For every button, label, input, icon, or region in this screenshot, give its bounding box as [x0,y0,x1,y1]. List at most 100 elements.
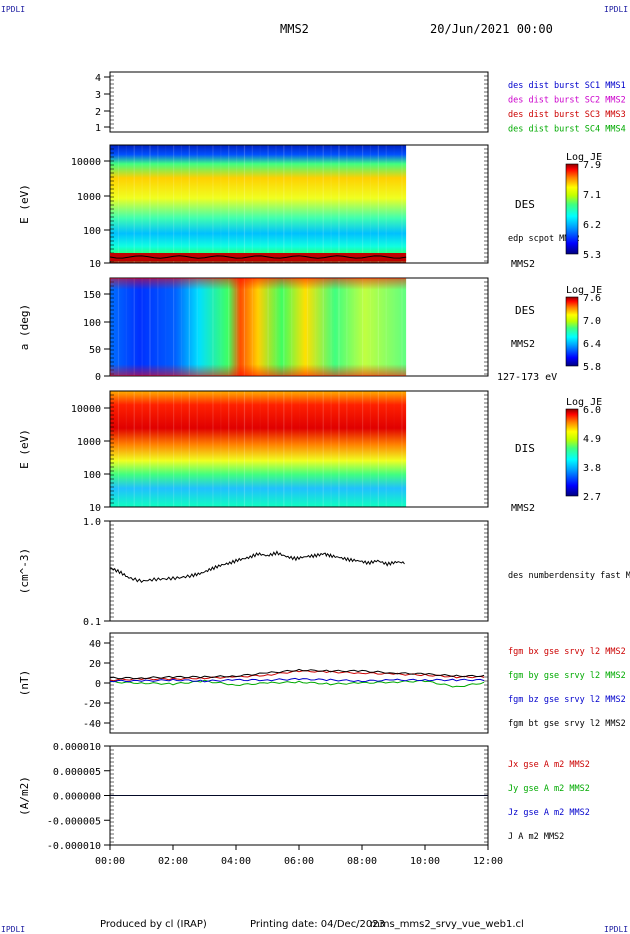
burst-y-tick-label: 1 [95,123,101,134]
footer-produced-by: Produced by cl (IRAP) [100,919,207,930]
bfield-y-tick-label: -20 [83,699,101,710]
dis-energy-colorbar-title: Log JE [566,397,602,408]
dis-energy-spectrogram-y-label: E (eV) [18,429,31,469]
des-energy-colorbar-tick-label: 7.1 [583,190,601,201]
bfield-legend-1: fgm bx gse srvy l2 MMS2 [508,647,626,657]
density-y-tick-label: 0.1 [83,617,101,628]
des-energy-colorbar-title: Log JE [566,152,602,163]
current-legend-4: J A m2 MMS2 [508,832,564,842]
legend-entry-4: des dist burst SC4 MMS4 [508,125,626,135]
x-tick-label: 10:00 [410,856,440,867]
des-energy-spacecraft: MMS2 [511,259,535,270]
des-energy-spectrogram-y-tick-label: 10 [89,259,101,270]
pitch-colorbar-title: Log JE [566,285,602,296]
burst-y-tick-label: 2 [95,107,101,118]
des-energy-instrument: DES [515,198,535,211]
current-legend-2: Jy gse A m2 MMS2 [508,784,590,794]
pitch-colorbar-tick-label: 6.4 [583,339,601,350]
bfield-y-tick-label: 20 [89,659,101,670]
x-tick-label: 00:00 [95,856,125,867]
burst-y-tick-label: 4 [95,73,101,84]
current-legend-3: Jz gse A m2 MMS2 [508,808,590,818]
des-energy-colorbar-tick-label: 7.9 [583,160,601,171]
pitch-angle-spectrogram-y-tick-label: 150 [83,290,101,301]
x-tick-label: 08:00 [347,856,377,867]
bfield-line-4 [109,668,485,680]
current-y-tick-label: -0.000010 [47,841,101,852]
density-y-label: (cm^-3) [18,548,31,594]
dis-energy-spectrogram-y-tick-label: 10 [89,503,101,514]
bfield-line-3 [109,677,485,683]
des-energy-spectrogram-y-tick-label: 1000 [77,192,101,203]
des-energy-colorbar-tick-label: 5.3 [583,250,601,261]
bfield-legend-3: fgm bz gse srvy l2 MMS2 [508,695,626,705]
des-energy-spectrogram-y-label: E (eV) [18,184,31,224]
des-energy-colorbar-tick-label: 6.2 [583,220,601,231]
bfield-legend-2: fgm by gse srvy l2 MMS2 [508,671,626,681]
dis-energy-spectrogram-y-tick-label: 100 [83,470,101,481]
current-y-tick-label: 0.000010 [53,742,101,753]
scpot-band [110,253,407,261]
footer-printing-date: Printing date: 04/Dec/2023 [250,919,386,930]
pitch-angle-spectrogram-y-label: a (deg) [18,304,31,350]
legend-entry-3: des dist burst SC3 MMS3 [508,110,626,120]
des-energy-colorbar [565,163,579,255]
bfield-y-tick-label: 40 [89,639,101,650]
bfield-frame [109,632,489,734]
dis-energy-colorbar-tick-label: 2.7 [583,492,601,503]
density-line [109,550,405,583]
density-frame [109,520,489,622]
bfield-line-2 [109,679,485,688]
pitch-energy-range: 127-173 eV [497,372,557,383]
dis-energy-spectrogram-frame [109,390,489,508]
burst-y-tick-label: 3 [95,90,101,101]
des-energy-spectrogram-y-tick-label: 10000 [71,157,101,168]
des-energy-spectrogram-image [110,145,407,263]
bfield-line-1 [109,670,485,682]
pitch-angle-spectrogram-y-tick-label: 0 [95,372,101,383]
x-tick-label: 02:00 [158,856,188,867]
pitch-edge-shading [110,278,407,376]
corner-label-top-right: IPDLI [604,5,629,14]
legend-entry-1: des dist burst SC1 MMS1 [508,81,626,91]
x-tick-label: 04:00 [221,856,251,867]
density-y-tick-label: 1.0 [83,517,101,528]
dis-energy-instrument: DIS [515,442,535,455]
dis-energy-colorbar-tick-label: 4.9 [583,434,601,445]
dis-energy-spectrogram-y-tick-label: 1000 [77,437,101,448]
x-tick-label: 06:00 [284,856,314,867]
pitch-angle-spectrogram-y-tick-label: 50 [89,345,101,356]
bfield-y-tick-label: 0 [95,679,101,690]
legend-entry-2: des dist burst SC2 MMS2 [508,96,626,106]
pitch-colorbar-tick-label: 7.6 [583,293,601,304]
pitch-spacecraft: MMS2 [511,339,535,350]
des-energy-spectrogram-frame [109,144,489,264]
pitch-colorbar [565,296,579,367]
spacecraft-title: MMS2 [280,22,309,36]
chart-figure: 4 3 2 1 des dist burst SC1 MMS1 des dist burs… [18,71,630,867]
corner-label-bottom-left: IPDLI [1,925,26,934]
pitch-colorbar-tick-label: 7.0 [583,316,601,327]
current-y-tick-label: 0.000000 [53,792,101,803]
footer-filename: mms_mms2_srvy_vue_web1.cl [370,919,524,930]
pitch-instrument: DES [515,304,535,317]
current-y-tick-label: -0.000005 [47,816,101,827]
date-title: 20/Jun/2021 00:00 [430,22,553,36]
dis-energy-colorbar [565,408,579,497]
bfield-legend-4: fgm bt gse srvy l2 MMS2 [508,719,626,729]
dis-energy-spectrogram-image [110,391,407,507]
corner-label-top-left: IPDLI [1,5,26,14]
scpot-line [109,255,407,259]
density-legend: des numberdensity fast M [508,571,630,581]
dis-energy-colorbar-tick-label: 3.8 [583,463,601,474]
dis-energy-spectrogram-y-tick-label: 10000 [71,404,101,415]
bfield-y-tick-label: -40 [83,719,101,730]
corner-label-bottom-right: IPDLI [604,925,629,934]
pitch-colorbar-tick-label: 5.8 [583,362,601,373]
current-legend-1: Jx gse A m2 MMS2 [508,760,590,770]
current-y-label: (A/m2) [18,776,31,816]
dis-energy-spacecraft: MMS2 [511,503,535,514]
current-y-tick-label: 0.000005 [53,767,101,778]
bfield-y-label: (nT) [18,670,31,697]
x-tick-label: 12:00 [473,856,503,867]
